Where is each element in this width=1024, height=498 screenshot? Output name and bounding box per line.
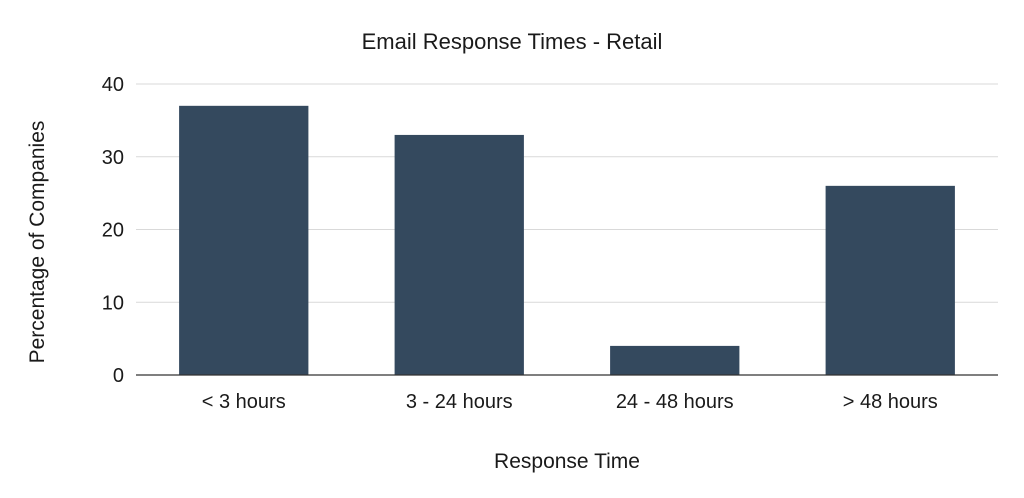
bar — [394, 134, 524, 375]
bar — [179, 105, 309, 375]
y-tick-label: 0 — [113, 365, 124, 387]
y-axis-title: Percentage of Companies — [26, 121, 49, 364]
bars — [179, 105, 955, 375]
y-tick-label: 30 — [102, 147, 124, 169]
y-axis-ticks: 0 10 20 30 40 — [102, 74, 124, 387]
y-tick-label: 10 — [102, 292, 124, 314]
x-tick-label: 3 - 24 hours — [406, 391, 513, 413]
x-tick-label: 24 - 48 hours — [616, 391, 734, 413]
x-axis-ticks: < 3 hours 3 - 24 hours 24 - 48 hours > 48 h… — [202, 391, 938, 413]
bar — [825, 185, 955, 375]
x-tick-label: < 3 hours — [202, 391, 286, 413]
y-tick-label: 20 — [102, 220, 124, 242]
bar — [610, 345, 740, 375]
y-tick-label: 40 — [102, 74, 124, 96]
chart-title: Email Response Times - Retail — [362, 29, 663, 54]
x-axis-title: Response Time — [494, 450, 640, 473]
x-tick-label: > 48 hours — [843, 391, 938, 413]
